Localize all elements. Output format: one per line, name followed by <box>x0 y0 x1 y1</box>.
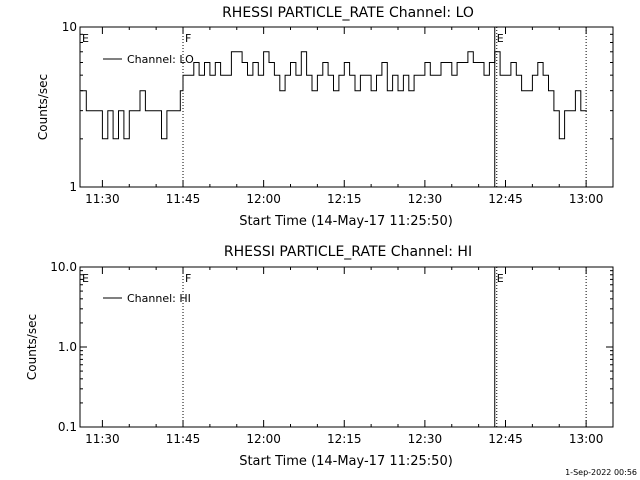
hi-x-tick-label: 12:45 <box>488 432 523 446</box>
lo-plot-frame <box>79 26 614 188</box>
lo-legend: Channel: LO <box>103 53 194 66</box>
hi-y-axis: 0.1 1.0 10.0 <box>50 260 613 434</box>
hi-plot-frame <box>79 266 614 428</box>
lo-marker-label: E <box>82 32 89 45</box>
lo-x-axis-label: Start Time (14-May-17 11:25:50) <box>239 214 453 229</box>
hi-marker-label: E <box>82 272 89 285</box>
lo-x-tick-label: 12:00 <box>246 192 281 206</box>
lo-series-line <box>80 51 587 140</box>
hi-y-tick-label: 0.1 <box>58 420 77 434</box>
lo-y-tick-label: 10 <box>62 20 77 34</box>
lo-y-tick-label: 1 <box>69 180 77 194</box>
lo-x-axis: 11:30 11:45 12:00 12:15 12:30 12:45 13:00 <box>85 27 614 206</box>
hi-y-tick-label: 10.0 <box>50 260 77 274</box>
hi-legend: Channel: HI <box>103 292 191 305</box>
hi-y-tick-label: 1.0 <box>58 340 77 354</box>
hi-x-axis: 11:30 11:45 12:00 12:15 12:30 12:45 13:00 <box>85 267 614 446</box>
hi-x-tick-label: 11:30 <box>85 432 120 446</box>
hi-channel-panel: RHESSI PARTICLE_RATE Channel: HI 11:30 11… <box>25 244 614 469</box>
hi-legend-label: Channel: HI <box>127 292 191 305</box>
lo-legend-label: Channel: LO <box>127 53 194 66</box>
hi-chart-title: RHESSI PARTICLE_RATE Channel: HI <box>224 244 472 260</box>
hi-x-tick-label: 12:30 <box>408 432 443 446</box>
hi-y-axis-label: Counts/sec <box>25 314 39 380</box>
lo-channel-panel: RHESSI PARTICLE_RATE Channel: LO 11:30 11… <box>36 5 614 229</box>
lo-x-tick-label: 11:45 <box>166 192 201 206</box>
footer-timestamp: 1-Sep-2022 00:56 <box>565 468 637 477</box>
hi-x-tick-label: 11:45 <box>166 432 201 446</box>
lo-x-tick-label: 12:45 <box>488 192 523 206</box>
lo-x-tick-label: 12:30 <box>408 192 443 206</box>
lo-marker-label: F <box>185 32 191 45</box>
hi-x-tick-label: 12:00 <box>246 432 281 446</box>
lo-x-tick-label: 11:30 <box>85 192 120 206</box>
lo-chart-title: RHESSI PARTICLE_RATE Channel: LO <box>222 5 474 21</box>
hi-marker-label: F <box>185 272 191 285</box>
hi-x-axis-label: Start Time (14-May-17 11:25:50) <box>239 454 453 469</box>
lo-x-tick-label: 12:15 <box>327 192 362 206</box>
lo-x-tick-label: 13:00 <box>569 192 604 206</box>
lo-y-axis-label: Counts/sec <box>36 74 50 140</box>
lo-marker-label: E <box>497 32 504 45</box>
hi-marker-label: E <box>497 272 504 285</box>
hi-x-tick-label: 12:15 <box>327 432 362 446</box>
lo-y-axis: 1 10 <box>62 20 613 194</box>
lo-series <box>80 51 587 140</box>
hi-x-tick-label: 13:00 <box>569 432 604 446</box>
